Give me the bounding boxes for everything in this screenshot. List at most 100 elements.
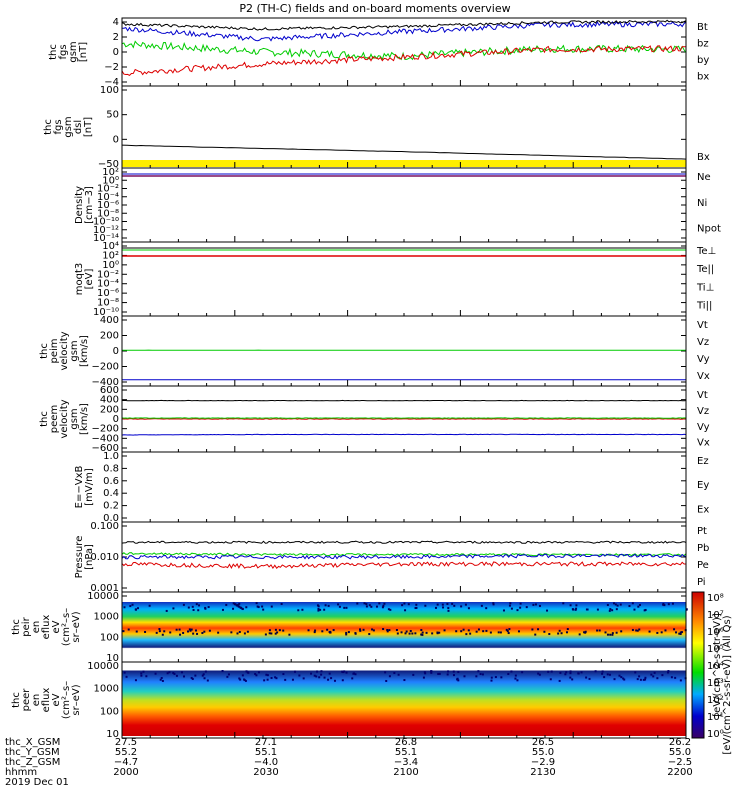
footer-value: 55.0 [669,747,691,758]
spectrogram-peer-pixel [180,671,183,674]
ytick-label: 10 [106,729,119,740]
legend-pressure-Pe: Pe [697,560,709,571]
spectrogram-peer-pixel [537,672,540,675]
spectrogram-peer-pixel [547,670,550,673]
plot-title: P2 (TH-C) fields and on-board moments ov… [239,2,510,15]
ytick-label: 10⁻⁴ [97,279,119,290]
spectrogram-peer-pixel [384,671,387,674]
spectrogram-peir-pixel [179,633,182,636]
spectrogram-peir-pixel [679,631,682,634]
spectrogram-peer-pixel [403,679,406,682]
spectrogram-peir-pixel [343,606,346,609]
ylabel-line: thc [11,692,22,708]
spectrogram-peir-pixel [485,629,488,632]
spectrogram-peir-pixel [187,606,190,609]
ytick-label: 400 [100,315,119,326]
ylabel-line: [nT] [83,117,94,137]
spectrogram-peir-pixel [673,628,676,631]
ylabel-line: gsm [69,340,80,361]
spectrogram-peir-pixel [451,602,454,605]
spectrogram-peir-pixel [261,605,264,608]
spectrogram-peer-pixel [679,679,682,682]
series-fgs-Bt [121,19,687,31]
ytick-label: 100 [100,85,119,96]
spectrogram-peer-pixel [588,677,591,680]
panel-frame-efield [121,451,687,523]
spectrogram-peir-pixel [282,629,285,632]
spectrogram-peir-pixel [234,603,237,606]
spectrogram-peer-pixel [571,678,574,681]
footer-row-label: thc_Y_GSM [5,747,60,758]
spectrogram-peer-pixel [634,671,637,674]
legend-pressure-Pt: Pt [697,526,707,537]
spectrogram-peir-pixel [424,604,427,607]
ytick-label: 0.4 [103,488,119,499]
spectrogram-peer-pixel [638,675,641,678]
spectrogram-peir-pixel [441,603,444,606]
spectrogram-peer-pixel [601,672,604,675]
spectrogram-peer-pixel [275,677,278,680]
colorbar-tick: 10⁸ [707,593,724,604]
spectrogram-peer-pixel [490,676,493,679]
spectrogram-peer-pixel [341,679,344,682]
spectrogram-peir-pixel [438,631,441,634]
spectrogram-peer-pixel [327,678,330,681]
footer-date: 2019 Dec 01 [5,777,69,788]
spectrogram-peir-pixel [387,608,390,611]
spectrogram-peir-pixel [517,630,520,633]
spectrogram-peir-pixel [583,631,586,634]
ylabel-line: thc [11,619,22,635]
footer-value: −3.4 [394,757,418,768]
spectrogram-peir-pixel [485,607,488,610]
ytick-label: 4 [113,17,119,28]
spectrogram-peir-pixel [230,631,233,634]
spectrogram-peir-pixel [378,602,381,605]
spectrogram-peir-pixel [396,632,399,635]
ytick-label: 1000 [94,684,119,695]
ylabel-line: (cm²–s– [61,608,72,646]
footer-value: −2.9 [531,757,555,768]
ylabel-line: E=−VxB [74,466,85,509]
spectrogram-peir-pixel [537,628,540,631]
spectrogram-peir-pixel [538,604,541,607]
spectrogram-peir-pixel [371,628,374,631]
spectrogram-peir-pixel [217,631,220,634]
spectrogram-peer-pixel [282,673,285,676]
spectrogram-peir-pixel [404,632,407,635]
spectrogram-peir-pixel [196,632,199,635]
footer-value: −4.0 [254,757,278,768]
spectrogram-peir-pixel [606,633,609,636]
ylabel-line: en [31,694,42,707]
spectrogram-peir-pixel [192,608,195,611]
spectrogram-peer-pixel [203,677,206,680]
spectrogram-peer-pixel [558,679,561,682]
spectrogram-peir-pixel [370,605,373,608]
spectrogram-peer-pixel [516,679,519,682]
series-pressure-Pt [121,540,687,544]
spectrogram-peer-pixel [514,677,517,680]
footer-value: 55.0 [532,747,554,758]
spectrogram-peir-pixel [608,609,611,612]
footer-value: 26.5 [532,737,554,748]
spectrogram-peir-pixel [633,608,636,611]
spectrogram-peir-pixel [656,631,659,634]
legend-efield-Ey: Ey [697,480,709,491]
ylabel-line: [km/s] [79,403,90,435]
ylabel-line: Density [74,186,85,224]
spectrogram-peir-pixel [338,605,341,608]
spectrogram-peer-pixel [160,676,163,679]
spectrogram-peir-pixel [575,604,578,607]
spectrogram-peir-pixel [359,628,362,631]
spectrogram-peer-pixel [168,671,171,674]
spectrogram-peir-pixel [415,606,418,609]
spectrogram-peir-pixel [137,607,140,610]
spectrogram-peir-pixel [475,630,478,633]
spectrogram-peir-pixel [569,604,572,607]
spectrogram-peir-pixel [359,629,362,632]
ylabel-line: sr–eV) [71,684,82,715]
spectrogram-peer-pixel [481,673,484,676]
spectrogram-peer-pixel [521,671,524,674]
spectrogram-peir-pixel [434,606,437,609]
spectrogram-peer-pixel [244,679,247,682]
